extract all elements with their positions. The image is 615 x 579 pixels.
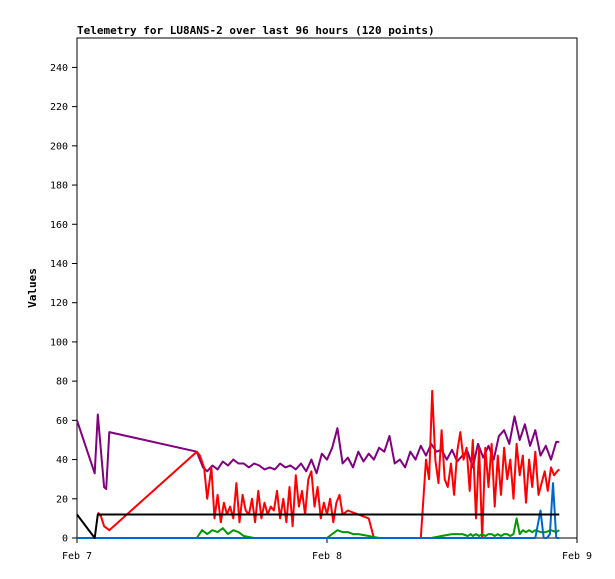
x-tick-label: Feb 9 (562, 551, 592, 562)
series-line-1 (97, 389, 560, 539)
plot-frame (76, 37, 578, 539)
y-tick-label: 180 (50, 181, 68, 192)
series-layer (76, 389, 560, 539)
series-line-0 (76, 413, 560, 490)
y-tick-label: 20 (56, 494, 68, 505)
series-line-4 (76, 513, 560, 539)
y-axis: 0 20 40 60 80 100 120 140 160 180 200 220 240 (50, 63, 77, 545)
y-tick-label: 60 (56, 416, 68, 427)
y-tick-label: 100 (50, 337, 68, 348)
x-tick-label: Feb 7 (62, 551, 92, 562)
y-tick-label: 160 (50, 220, 68, 231)
y-tick-label: 140 (50, 259, 68, 270)
y-tick-label: 240 (50, 63, 68, 74)
series-line-3 (77, 482, 560, 539)
y-tick-label: 220 (50, 102, 68, 113)
x-axis: Feb 7 Feb 8 Feb 9 (62, 538, 592, 562)
y-axis-title: Values (26, 268, 39, 308)
y-tick-label: 40 (56, 455, 68, 466)
y-tick-label: 200 (50, 141, 68, 152)
x-tick-label: Feb 8 (312, 551, 342, 562)
y-tick-label: 0 (62, 534, 68, 545)
y-tick-label: 80 (56, 377, 68, 388)
chart-title: Telemetry for LU8ANS-2 over last 96 hour… (77, 24, 435, 37)
y-tick-label: 120 (50, 298, 68, 309)
